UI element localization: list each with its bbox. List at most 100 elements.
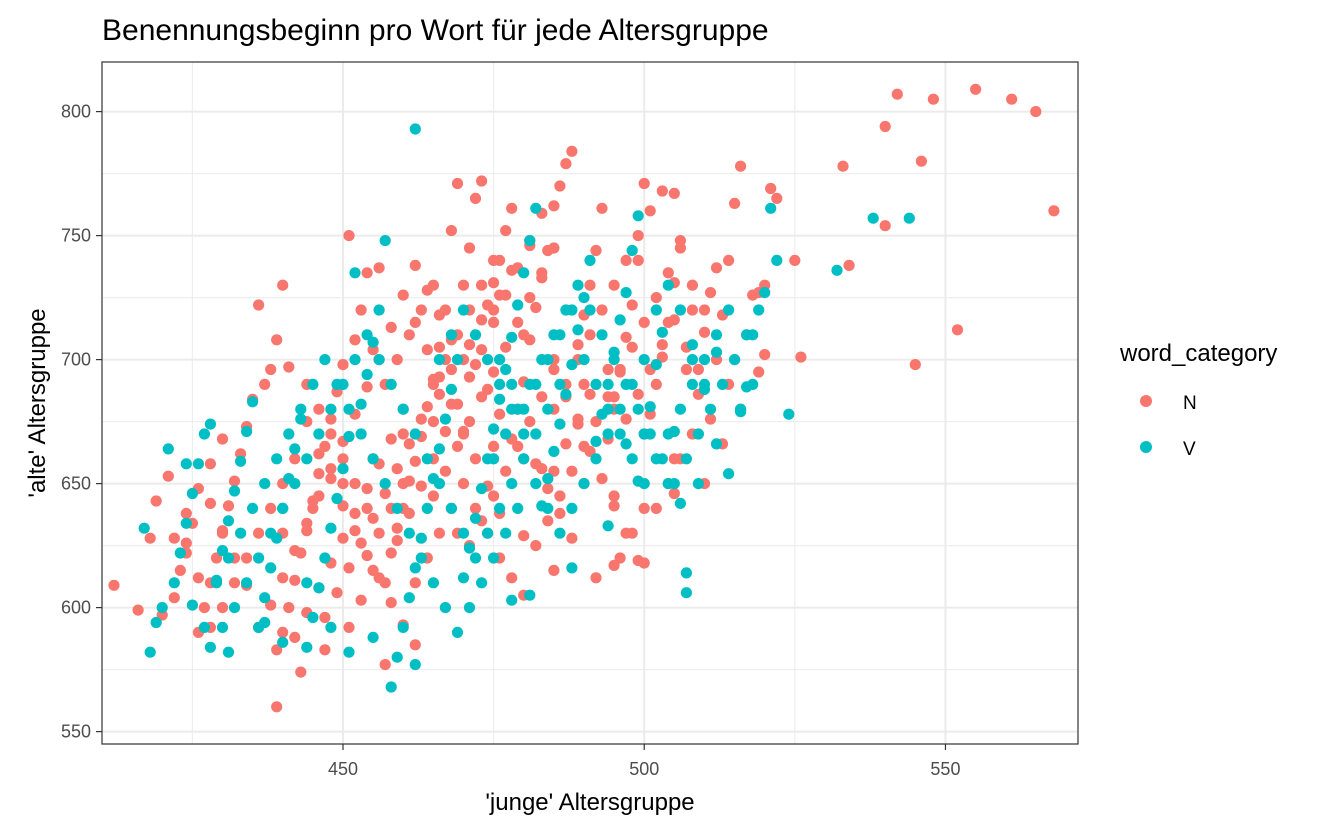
point-v — [373, 354, 385, 366]
point-v — [524, 589, 536, 601]
point-n — [144, 532, 156, 544]
point-v — [542, 502, 554, 514]
point-n — [132, 604, 144, 616]
point-n — [753, 366, 765, 378]
point-v — [488, 552, 500, 564]
point-v — [512, 502, 524, 514]
point-n — [488, 254, 500, 266]
point-n — [494, 408, 506, 420]
point-v — [584, 304, 596, 316]
point-n — [379, 659, 391, 671]
point-v — [337, 463, 349, 475]
point-n — [391, 522, 403, 534]
point-n — [602, 363, 614, 376]
point-v — [385, 681, 397, 693]
point-n — [433, 527, 445, 539]
point-v — [578, 292, 590, 304]
point-n — [361, 267, 373, 279]
point-v — [228, 602, 241, 614]
point-n — [530, 540, 542, 552]
point-n — [488, 304, 500, 316]
point-v — [319, 354, 331, 366]
point-n — [524, 292, 536, 304]
point-n — [650, 502, 662, 514]
point-v — [259, 478, 271, 490]
point-n — [168, 532, 180, 544]
point-v — [349, 354, 361, 366]
point-n — [476, 344, 488, 356]
point-n — [560, 438, 572, 450]
point-n — [668, 187, 680, 199]
point-v — [445, 383, 457, 395]
point-v — [674, 403, 687, 415]
point-v — [289, 443, 301, 455]
point-v — [771, 254, 783, 266]
point-v — [590, 378, 602, 390]
point-v — [421, 453, 433, 465]
point-n — [506, 202, 518, 214]
point-v — [162, 443, 174, 455]
point-n — [108, 579, 120, 591]
point-v — [584, 254, 596, 266]
point-v — [716, 378, 729, 390]
point-n — [506, 264, 518, 276]
point-v — [698, 354, 711, 366]
y-tick-label: 800 — [61, 102, 91, 122]
point-n — [656, 185, 668, 197]
point-n — [427, 279, 439, 291]
point-n — [951, 324, 964, 336]
point-n — [638, 502, 650, 514]
point-v — [674, 497, 687, 509]
point-v — [457, 572, 470, 584]
point-n — [421, 401, 433, 413]
point-n — [500, 225, 512, 237]
point-n — [759, 349, 771, 361]
point-n — [228, 475, 241, 487]
point-v — [319, 552, 331, 564]
point-n — [578, 378, 590, 390]
point-n — [439, 425, 451, 438]
point-v — [198, 428, 210, 440]
point-n — [403, 329, 415, 341]
point-n — [349, 507, 361, 519]
point-n — [216, 602, 229, 614]
point-v — [572, 279, 584, 291]
point-n — [572, 339, 584, 351]
point-n — [289, 453, 301, 465]
point-n — [433, 371, 445, 383]
point-v — [500, 363, 512, 376]
point-n — [488, 490, 500, 502]
point-n — [397, 428, 409, 440]
point-n — [698, 304, 711, 316]
point-v — [210, 577, 223, 589]
point-v — [500, 527, 512, 539]
point-v — [608, 354, 620, 366]
point-v — [656, 326, 668, 338]
point-v — [469, 512, 482, 524]
point-n — [385, 547, 397, 559]
y-axis-title: 'alte' Altersgruppe — [24, 308, 51, 497]
point-n — [482, 383, 494, 395]
panel-background — [102, 62, 1078, 744]
point-v — [156, 602, 168, 614]
point-v — [518, 403, 530, 415]
point-n — [686, 279, 699, 291]
point-v — [494, 378, 506, 390]
point-v — [204, 641, 216, 653]
point-v — [409, 562, 421, 574]
point-v — [427, 577, 439, 589]
point-v — [216, 621, 229, 634]
point-v — [457, 304, 470, 316]
point-v — [457, 527, 470, 539]
point-n — [325, 413, 337, 425]
y-tick-label: 550 — [61, 722, 91, 742]
point-n — [277, 279, 289, 291]
point-v — [391, 502, 403, 514]
point-n — [343, 562, 355, 574]
point-v — [409, 659, 421, 671]
point-v — [409, 428, 421, 440]
point-v — [186, 599, 198, 611]
point-n — [644, 205, 656, 217]
point-n — [367, 564, 379, 577]
point-n — [373, 572, 385, 584]
